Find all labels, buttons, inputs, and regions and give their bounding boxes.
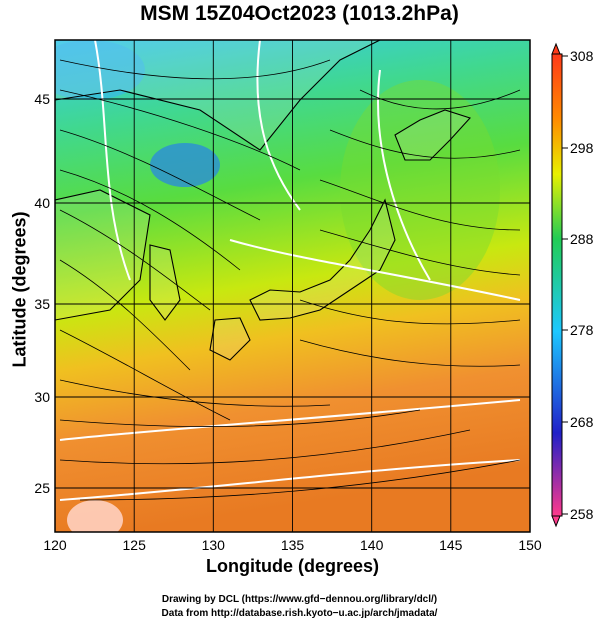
- map-title: MSM 15Z04Oct2023 (1013.2hPa): [140, 2, 459, 25]
- lat-tick-labels: 25 30 35 40 45: [34, 91, 50, 496]
- lat-tick: 40: [34, 195, 50, 211]
- colorbar-scale: [551, 53, 563, 517]
- lon-tick: 140: [360, 537, 384, 553]
- colorbar-min-arrow: [551, 515, 561, 528]
- plot-frame: [54, 39, 531, 533]
- x-axis-label: Longitude (degrees): [205, 556, 379, 576]
- coastlines: [55, 40, 471, 361]
- lon-tick: 145: [439, 537, 463, 553]
- y-axis-label: Latitude (degrees): [9, 211, 30, 368]
- lat-tick: 25: [34, 480, 50, 496]
- colorbar-tick: 278: [570, 322, 594, 338]
- colorbar-tick: 308: [570, 48, 594, 64]
- lat-tick: 35: [34, 296, 50, 312]
- lon-tick: 125: [123, 537, 147, 553]
- drawing-credit: Drawing by DCL (https://www.gfd−dennou.o…: [161, 594, 438, 605]
- data-credit: Data from http://database.rish.kyoto−u.a…: [161, 608, 438, 619]
- lon-tick: 135: [281, 537, 305, 553]
- colorbar-tick: 258: [570, 506, 594, 522]
- lon-tick: 120: [43, 537, 67, 553]
- colorbar-tick: 288: [570, 231, 594, 247]
- lat-tick: 45: [34, 91, 50, 107]
- lon-tick: 130: [202, 537, 226, 553]
- colorbar: 308 298 288 278 268 258: [551, 42, 594, 528]
- colorbar-tick: 298: [570, 140, 594, 156]
- colorbar-max-arrow: [551, 42, 561, 55]
- colorbar-tick: 268: [570, 414, 594, 430]
- lat-tick: 30: [34, 389, 50, 405]
- lat-lon-grid: [55, 40, 530, 532]
- lon-tick-labels: 120 125 130 135 140 145 150: [43, 537, 542, 553]
- lon-tick: 150: [518, 537, 542, 553]
